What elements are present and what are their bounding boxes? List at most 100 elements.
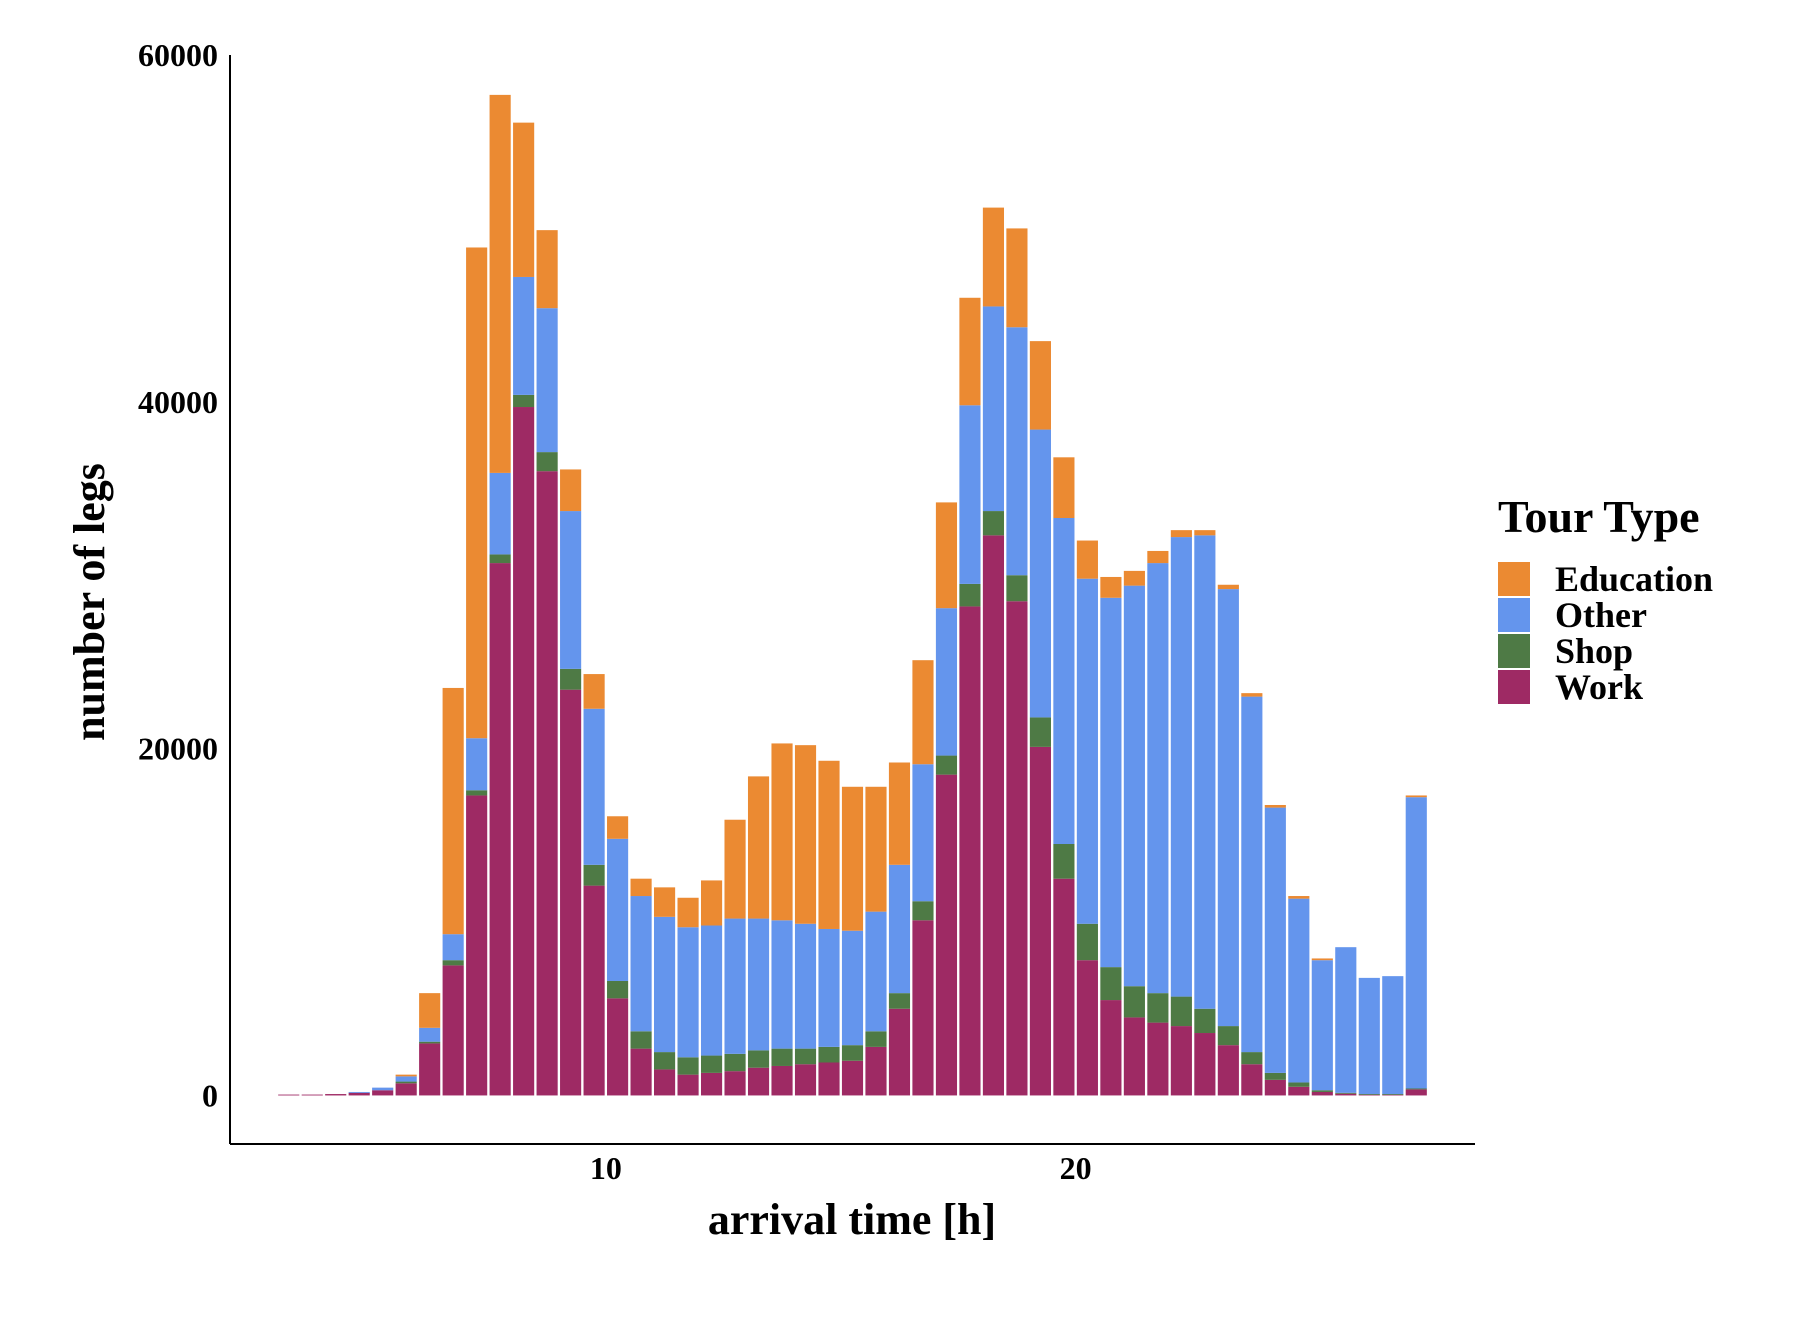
bar-segment-shop	[677, 1057, 699, 1075]
bar-segment-work	[301, 1094, 323, 1096]
bar-segment-work	[395, 1083, 417, 1096]
bar-segment-other	[1194, 535, 1216, 1009]
bar-segment-shop	[395, 1081, 417, 1084]
bar-segment-other	[818, 928, 840, 1047]
bar-segment-other	[1311, 960, 1333, 1091]
bar-segment-shop	[1288, 1082, 1310, 1087]
bar-segment-work	[1405, 1089, 1427, 1096]
bar-segment-other	[419, 1027, 441, 1042]
bar-segment-work	[1006, 601, 1028, 1096]
bar-segment-work	[700, 1072, 723, 1096]
bar-segment-other	[560, 511, 582, 669]
bar-segment-education	[583, 674, 605, 709]
bar-segment-shop	[583, 864, 605, 886]
bar-segment-other	[794, 923, 817, 1049]
bar-segment-shop	[1264, 1072, 1286, 1080]
bar-segment-education	[1405, 795, 1427, 798]
bar-segment-other	[536, 308, 558, 453]
bar-segment-work	[630, 1048, 652, 1096]
bar-segment-shop	[1405, 1088, 1427, 1090]
bar-segment-work	[794, 1064, 817, 1096]
y-tick-label: 60000	[138, 37, 218, 73]
bar-segment-work	[348, 1092, 370, 1096]
bar-segment-other	[1029, 429, 1051, 718]
legend-key-other	[1498, 598, 1530, 632]
bar-segment-other	[865, 911, 887, 1032]
bar-segment-work	[747, 1067, 770, 1096]
bar-segment-work	[513, 407, 535, 1096]
bar-segment-shop	[466, 790, 488, 796]
bar-segment-work	[1358, 1094, 1380, 1096]
bar-segment-other	[442, 934, 464, 961]
bar-segment-work	[489, 563, 511, 1096]
bar-segment-other	[1264, 807, 1286, 1073]
bar-segment-shop	[1382, 1094, 1404, 1095]
bar-segment-education	[1241, 693, 1263, 697]
bar-segment-education	[1264, 804, 1286, 808]
bar-segment-other	[1217, 589, 1239, 1027]
bar-segment-work	[654, 1069, 676, 1096]
bar-segment-other	[1100, 597, 1122, 968]
legend-item-education: Education	[1498, 561, 1713, 597]
bar-segment-shop	[607, 981, 629, 999]
bar-segment-other	[607, 838, 629, 981]
bar-segment-work	[1029, 746, 1051, 1096]
bar-segment-education	[888, 762, 911, 865]
bar-segment-other	[1241, 696, 1263, 1053]
bar-segment-other	[1382, 976, 1404, 1095]
y-axis-title: number of legs	[65, 463, 114, 741]
y-tick-label: 40000	[138, 384, 218, 420]
bar-segment-education	[1288, 896, 1310, 899]
bar-segment-shop	[1217, 1026, 1239, 1046]
bar-segment-shop	[1029, 717, 1051, 747]
bar-segment-shop	[1194, 1008, 1216, 1034]
bar-segment-work	[818, 1062, 840, 1096]
bar-segment-other	[771, 920, 793, 1049]
bar-segment-other	[841, 930, 864, 1046]
bar-segment-work	[278, 1094, 300, 1096]
bar-segment-shop	[1053, 844, 1075, 879]
bar-segment-shop	[419, 1041, 441, 1044]
bar-segment-work	[935, 774, 958, 1096]
bar-segment-education	[818, 760, 840, 929]
bar-segment-work	[724, 1071, 746, 1096]
bar-segment-work	[607, 998, 629, 1096]
bar-segment-other	[747, 918, 770, 1051]
bar-segment-work	[536, 471, 558, 1096]
bar-segment-education	[982, 207, 1005, 307]
bar-segment-education	[513, 122, 535, 277]
bar-segment-other	[1147, 563, 1169, 994]
bar-segment-work	[959, 606, 981, 1096]
bar-segment-shop	[536, 452, 558, 472]
bar-segment-education	[935, 502, 958, 609]
bar-segment-work	[466, 795, 488, 1096]
bar-segment-education	[536, 230, 558, 309]
bar-segment-shop	[654, 1052, 676, 1070]
bar-segment-education	[489, 94, 511, 473]
bar-segment-work	[325, 1094, 347, 1096]
bar-segment-education	[771, 743, 793, 921]
bar-segment-education	[419, 993, 441, 1028]
bar-segment-shop	[560, 668, 582, 690]
bar-segment-shop	[888, 993, 911, 1009]
bar-segment-education	[700, 880, 723, 926]
bar-segment-other	[1123, 585, 1145, 987]
bar-segment-other	[654, 916, 676, 1053]
bar-segment-shop	[1311, 1090, 1333, 1092]
bar-segment-education	[1194, 530, 1216, 536]
bar-segment-work	[888, 1008, 911, 1096]
bar-segment-shop	[794, 1048, 817, 1065]
bar-segment-education	[442, 687, 464, 935]
bar-segment-education	[1076, 540, 1098, 579]
bar-segment-education	[1147, 550, 1169, 564]
bar-segment-work	[419, 1043, 441, 1096]
legend-key-shop	[1498, 634, 1530, 668]
x-tick-label: 20	[1060, 1150, 1092, 1186]
bar-segment-work	[1076, 960, 1098, 1096]
bar-segment-work	[1382, 1094, 1404, 1096]
bar-segment-shop	[1076, 923, 1098, 961]
bar-segment-other	[677, 927, 699, 1058]
bar-segment-other	[1405, 797, 1427, 1089]
bar-segment-work	[442, 965, 464, 1096]
bar-segment-work	[1311, 1091, 1333, 1096]
